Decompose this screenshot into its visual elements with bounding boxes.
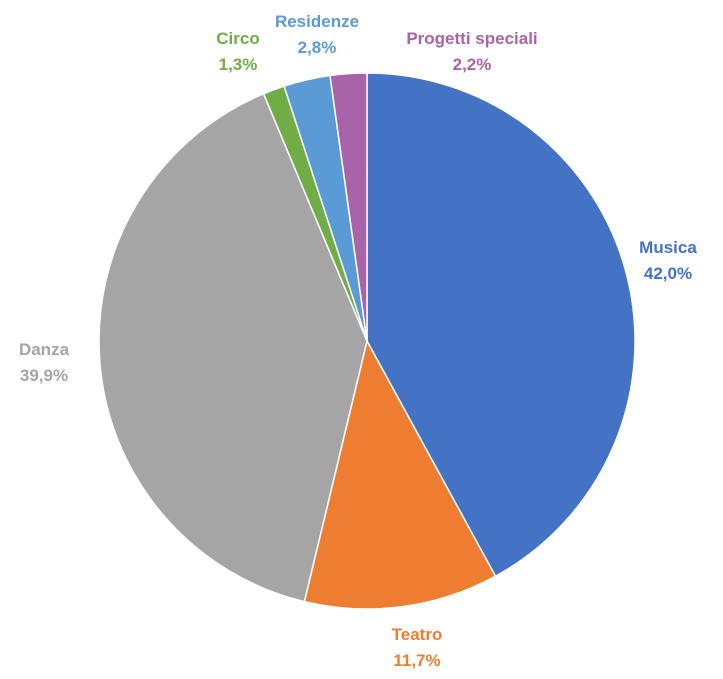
pie-labels: Musica 42,0% Teatro 11,7% Danza 39,9% Circo 1,3… — [19, 12, 697, 670]
label-circo-value: 1,3% — [219, 55, 258, 74]
label-residenze-value: 2,8% — [298, 38, 337, 57]
label-teatro-name: Teatro — [392, 625, 443, 644]
pie-slice-musica — [366, 72, 636, 578]
pie-slice-danza — [98, 92, 368, 603]
label-danza-value: 39,9% — [20, 366, 68, 385]
label-progetti-speciali-name: Progetti speciali — [406, 29, 537, 48]
pie-slices — [98, 72, 636, 610]
label-teatro-value: 11,7% — [393, 651, 440, 670]
label-musica-name: Musica — [639, 238, 697, 257]
pie-slice-progetti-speciali — [329, 72, 368, 342]
label-circo-name: Circo — [216, 29, 259, 48]
label-danza-name: Danza — [19, 340, 70, 359]
label-residenze-name: Residenze — [275, 12, 359, 31]
pie-slice-teatro — [303, 338, 497, 610]
label-progetti-speciali-value: 2,2% — [453, 55, 492, 74]
label-musica-value: 42,0% — [644, 264, 692, 283]
